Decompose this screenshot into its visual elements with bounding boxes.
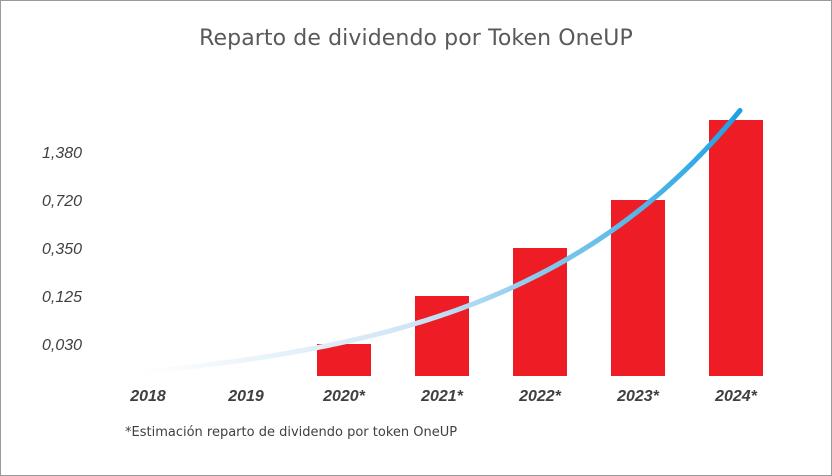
chart-title: Reparto de dividendo por Token OneUP	[199, 26, 633, 51]
bar-2022	[513, 248, 567, 376]
bar-2024	[709, 120, 763, 376]
x-tick-label: 2022*	[518, 388, 562, 405]
y-tick-label: 0,125	[42, 289, 82, 306]
y-tick-label: 0,350	[42, 241, 82, 258]
chart-footnote: *Estimación reparto de dividendo por tok…	[125, 425, 458, 440]
x-tick-label: 2019	[227, 388, 264, 405]
bar-2020	[317, 344, 371, 376]
y-tick-label: 0,030	[42, 337, 82, 354]
x-tick-label: 2024*	[714, 388, 758, 405]
x-tick-label: 2020*	[322, 388, 366, 405]
y-tick-label: 1,380	[42, 145, 82, 162]
bar-2023	[611, 200, 665, 376]
y-tick-label: 0,720	[42, 193, 82, 210]
x-tick-label: 2021*	[420, 388, 464, 405]
trend-line	[137, 108, 743, 375]
x-tick-label: 2018	[129, 388, 166, 405]
x-tick-label: 2023*	[616, 388, 660, 405]
